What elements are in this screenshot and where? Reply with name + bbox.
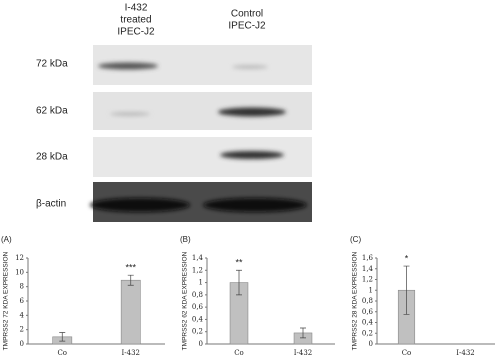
y-tick-label: 8 [20,283,24,291]
y-tick-label: 1,6 [362,254,374,262]
y-tick-label: 1 [199,279,203,287]
band-label: 62 kDa [36,106,68,117]
band [90,198,190,212]
y-tick-label: 4 [20,311,25,319]
band [98,62,158,70]
y-tick-label: 1,2 [362,276,373,284]
error-bar [59,332,66,342]
band-label: 28 kDa [36,152,68,163]
band [218,107,286,117]
y-tick-label: 1,4 [192,254,204,262]
band [110,112,150,116]
panel-label: (B) [180,235,191,244]
y-tick-label: 6 [20,297,25,305]
error-bar [403,265,410,315]
y-tick-label: 10 [15,268,24,276]
y-axis-label: TMPRSS2 72 KDA EXPRESSION [3,251,10,350]
x-tick-label: Co [234,349,244,357]
x-tick-label: I-432 [122,349,141,357]
y-tick-label: 0,2 [362,329,373,337]
y-axis-label: TMPRSS2 28 KDA EXPRESSION [352,251,359,350]
x-tick-label: Co [402,349,412,357]
y-tick-label: 0 [369,340,373,348]
lane-label: I-432 [125,3,148,14]
significance: *** [125,263,136,273]
y-tick-label: 0,2 [192,328,203,336]
x-tick-label: Co [57,349,67,357]
y-tick-label: 0 [199,340,203,348]
x-tick-label: I-432 [294,349,313,357]
y-tick-label: 2 [20,326,24,334]
band [220,151,284,159]
y-tick-label: 0,6 [362,308,374,316]
lane-label: treated [120,15,151,26]
y-tick-label: 1,4 [362,265,374,273]
bar [120,279,141,345]
y-tick-label: 0,4 [192,315,204,323]
panel-label: (A) [1,235,12,244]
y-tick-label: 0 [20,340,24,348]
significance: * [405,253,409,263]
y-tick-label: 0,8 [362,297,373,305]
y-axis-label: TMPRSS2 62 KDA EXPRESSION [182,251,189,350]
band [232,65,268,69]
significance: ** [235,258,243,268]
y-tick-label: 0,6 [192,303,204,311]
y-tick-label: 1,2 [192,266,203,274]
error-bar [236,269,242,296]
panel-label: (C) [350,235,361,244]
band-label: β-actin [36,199,66,210]
x-tick-label: I-432 [456,349,475,357]
error-bar [127,274,134,286]
y-tick-label: 12 [15,254,24,262]
blot [90,45,312,222]
error-bar [300,327,306,339]
lane-label: IPEC-J2 [117,27,155,38]
band-label: 72 kDa [36,59,68,70]
y-tick-label: 0,8 [192,291,203,299]
lane-label: IPEC-J2 [228,21,266,32]
lane-label: Control [231,9,263,20]
y-tick-label: 1 [369,286,373,294]
y-tick-label: 0,4 [362,319,374,327]
band [203,198,307,212]
